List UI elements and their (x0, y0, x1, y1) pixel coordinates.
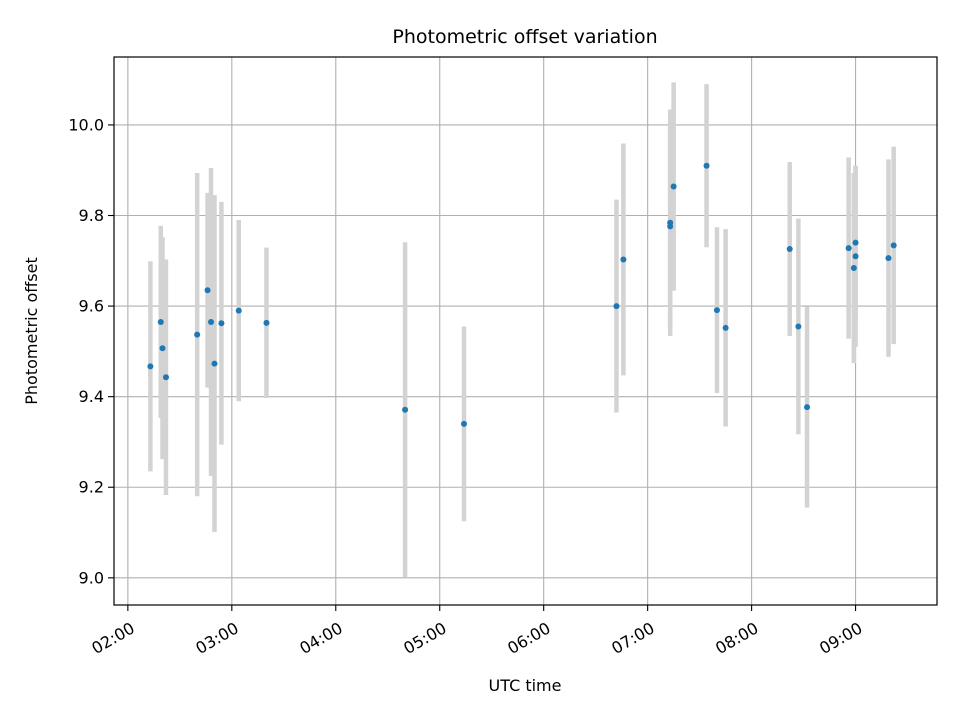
y-tick-label: 9.6 (79, 297, 104, 316)
point-layer (147, 162, 897, 427)
x-axis-label: UTC time (489, 676, 562, 695)
chart-title: Photometric offset variation (392, 26, 657, 48)
data-point (147, 363, 154, 370)
data-point (667, 219, 674, 226)
grid-layer (114, 57, 937, 605)
data-point (713, 307, 720, 314)
data-point (613, 303, 620, 310)
data-point (722, 324, 729, 331)
data-point (162, 374, 169, 381)
data-point (460, 420, 467, 427)
plot-frame (113, 56, 938, 606)
data-point (670, 183, 677, 190)
y-tick-label: 9.8 (79, 206, 104, 225)
data-point (263, 319, 270, 326)
data-point (885, 255, 892, 262)
data-point (890, 242, 897, 249)
data-point (402, 406, 409, 413)
data-point (208, 318, 215, 325)
data-point (786, 246, 793, 253)
data-point (157, 318, 164, 325)
y-axis-label: Photometric offset (22, 257, 41, 405)
data-point (852, 253, 859, 260)
y-tick-label: 9.0 (79, 568, 104, 587)
data-point (703, 162, 710, 169)
data-point (852, 239, 859, 246)
data-point (204, 287, 211, 294)
data-point (845, 245, 852, 252)
data-point (235, 307, 242, 314)
y-tick-label: 9.4 (79, 387, 104, 406)
data-point (804, 404, 811, 411)
data-point (159, 345, 166, 352)
data-point (211, 360, 218, 367)
y-tick-label: 10.0 (68, 115, 104, 134)
data-point (218, 320, 225, 327)
data-point (850, 265, 857, 272)
y-tick-label: 9.2 (79, 478, 104, 497)
data-point (194, 331, 201, 338)
data-point (620, 256, 627, 263)
data-point (795, 323, 802, 330)
